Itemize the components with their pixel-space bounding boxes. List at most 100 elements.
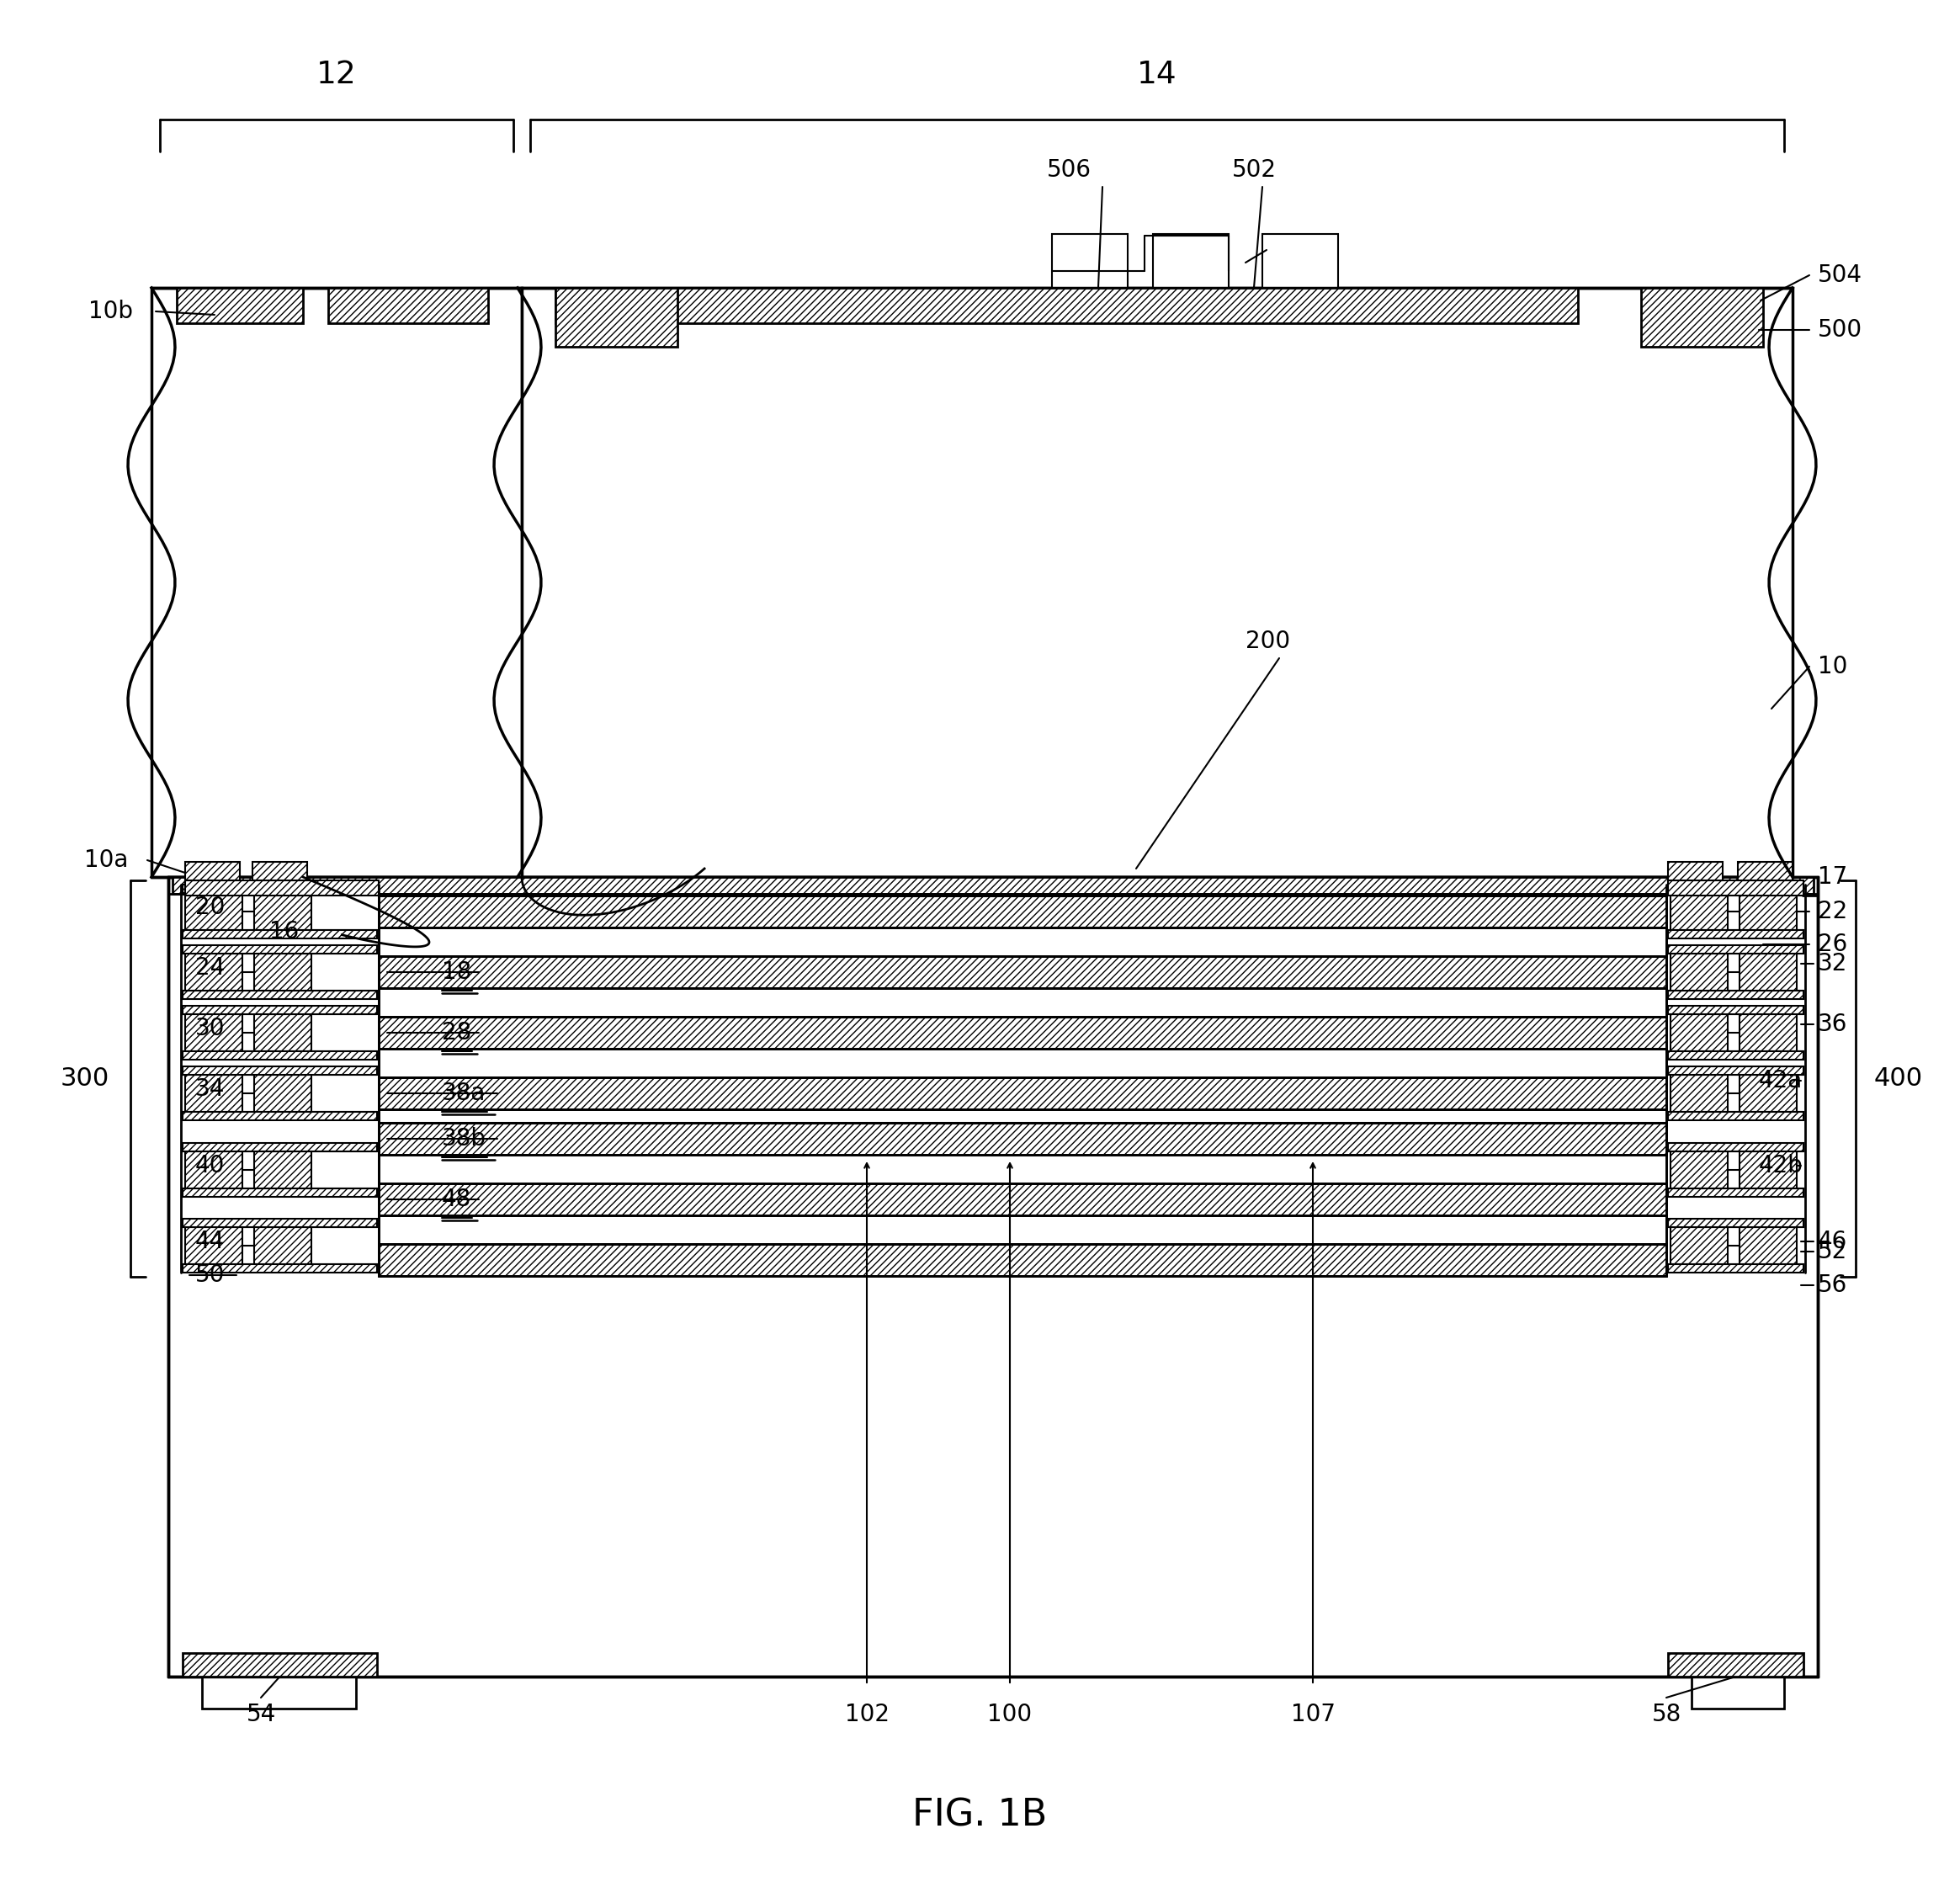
Bar: [1668, 1051, 1803, 1060]
Bar: [182, 1066, 376, 1076]
Text: 22: 22: [1817, 900, 1848, 923]
Bar: [169, 877, 1817, 1676]
Bar: [182, 1264, 376, 1272]
Text: 56: 56: [1817, 1274, 1848, 1296]
Text: 20: 20: [196, 896, 225, 919]
Text: 506: 506: [1047, 159, 1092, 181]
Bar: [378, 1077, 1666, 1110]
Bar: [184, 862, 239, 881]
Text: 504: 504: [1817, 264, 1862, 287]
Text: 50: 50: [196, 1262, 225, 1287]
Text: 500: 500: [1817, 319, 1862, 342]
Bar: [182, 930, 376, 938]
Bar: [184, 1227, 243, 1264]
Bar: [1668, 1111, 1803, 1121]
Bar: [378, 1244, 1666, 1276]
Bar: [555, 289, 1578, 323]
Text: 48: 48: [441, 1187, 472, 1211]
Text: 17: 17: [1817, 866, 1848, 889]
Text: 10: 10: [1817, 655, 1848, 679]
Text: 54: 54: [247, 1702, 276, 1727]
Bar: [1670, 1151, 1727, 1189]
Bar: [182, 1006, 376, 1013]
Bar: [1152, 234, 1229, 294]
Bar: [255, 1227, 312, 1264]
Text: 44: 44: [196, 1230, 225, 1253]
Bar: [1739, 862, 1793, 881]
Bar: [1670, 893, 1727, 930]
Bar: [202, 1676, 357, 1708]
Bar: [327, 289, 488, 323]
Bar: [182, 1144, 376, 1151]
Text: 100: 100: [988, 1702, 1033, 1727]
Bar: [1668, 991, 1803, 998]
Bar: [1740, 1013, 1797, 1051]
Bar: [255, 1076, 312, 1111]
Text: 34: 34: [196, 1077, 225, 1100]
Bar: [1670, 1076, 1727, 1111]
Text: 58: 58: [1652, 1702, 1682, 1727]
Bar: [1670, 953, 1727, 991]
Bar: [151, 289, 521, 877]
Text: 38a: 38a: [441, 1081, 486, 1106]
Bar: [1668, 1006, 1803, 1013]
Bar: [1670, 1227, 1727, 1264]
Bar: [1668, 881, 1803, 896]
Bar: [255, 1151, 312, 1189]
Bar: [255, 953, 312, 991]
Text: 10b: 10b: [88, 300, 133, 323]
Text: 30: 30: [196, 1017, 225, 1040]
Bar: [176, 289, 304, 323]
Bar: [184, 953, 243, 991]
Bar: [182, 991, 376, 998]
Text: 24: 24: [196, 957, 225, 979]
Bar: [1668, 1653, 1803, 1676]
Bar: [172, 877, 1813, 894]
Bar: [378, 1183, 1666, 1215]
Bar: [182, 1189, 376, 1196]
Text: 200: 200: [1245, 630, 1290, 653]
Bar: [1668, 930, 1803, 938]
Bar: [184, 1076, 243, 1111]
Text: 10a: 10a: [84, 849, 127, 872]
Text: 18: 18: [441, 960, 472, 983]
Bar: [255, 893, 312, 930]
Text: 502: 502: [1231, 159, 1276, 181]
Bar: [1668, 862, 1723, 881]
Text: 16: 16: [269, 921, 300, 944]
Bar: [521, 289, 1793, 877]
Text: 52: 52: [1817, 1240, 1848, 1262]
Bar: [1740, 953, 1797, 991]
Text: 102: 102: [845, 1702, 890, 1727]
Text: FIG. 1B: FIG. 1B: [913, 1796, 1047, 1834]
Text: 46: 46: [1817, 1230, 1848, 1253]
Text: 42b: 42b: [1758, 1155, 1803, 1177]
Bar: [182, 885, 376, 893]
Bar: [184, 1013, 243, 1051]
Text: 26: 26: [1817, 932, 1848, 957]
Bar: [182, 945, 376, 953]
Bar: [1668, 885, 1803, 893]
Bar: [1740, 1227, 1797, 1264]
Bar: [182, 1653, 376, 1676]
Bar: [1641, 289, 1764, 347]
Text: 36: 36: [1817, 1013, 1848, 1036]
Bar: [378, 1123, 1666, 1155]
Bar: [1668, 945, 1803, 953]
Bar: [184, 893, 243, 930]
Text: 40: 40: [196, 1155, 225, 1177]
Bar: [182, 1219, 376, 1227]
Text: 14: 14: [1137, 60, 1178, 91]
Bar: [378, 896, 1666, 928]
Text: 32: 32: [1817, 951, 1848, 976]
Text: 400: 400: [1874, 1066, 1923, 1091]
Bar: [182, 1111, 376, 1121]
Bar: [378, 1017, 1666, 1049]
Bar: [1668, 1264, 1803, 1272]
Text: 107: 107: [1290, 1702, 1335, 1727]
Text: 300: 300: [61, 1066, 110, 1091]
Bar: [1668, 1189, 1803, 1196]
Bar: [1691, 1676, 1784, 1708]
Bar: [378, 957, 1666, 989]
Bar: [1053, 234, 1127, 294]
